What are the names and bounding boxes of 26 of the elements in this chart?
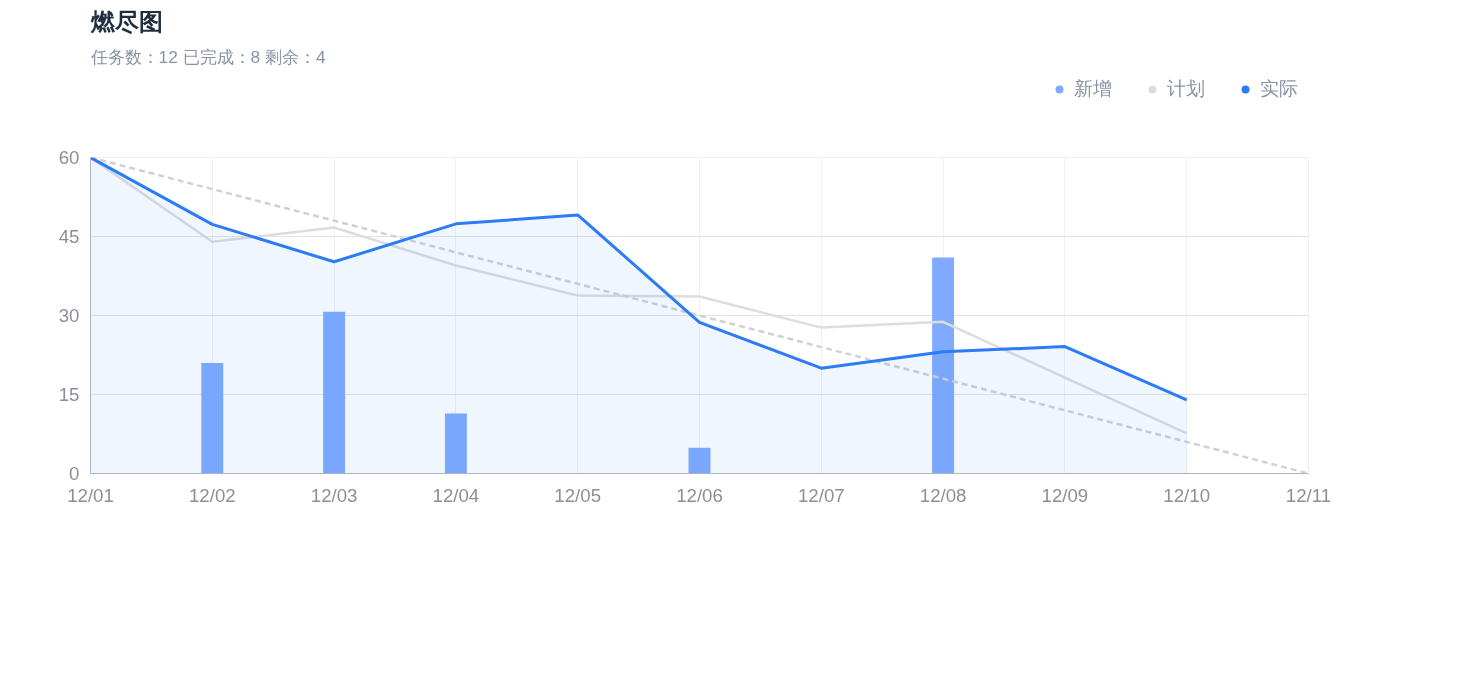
- legend-label: 计划: [1167, 77, 1205, 101]
- x-tick-label: 12/10: [1163, 484, 1211, 506]
- x-tick-label: 12/03: [310, 484, 358, 506]
- x-tick-label: 12/07: [797, 484, 845, 506]
- y-tick-label: 45: [58, 226, 80, 247]
- x-tick-label: 12/01: [67, 484, 114, 506]
- chart-subtitle: 任务数：12 已完成：8 剩余：4: [89, 46, 327, 67]
- x-tick-label: 12/08: [919, 484, 967, 506]
- legend-label: 新增: [1074, 77, 1112, 101]
- x-tick-label: 12/09: [1041, 484, 1089, 506]
- bar: [688, 447, 711, 474]
- chart-title: 燃尽图: [89, 7, 163, 35]
- x-tick-label: 12/05: [554, 484, 602, 506]
- y-tick-label: 15: [58, 384, 80, 405]
- bar: [201, 362, 224, 474]
- bar: [323, 311, 346, 474]
- legend-label: 实际: [1260, 77, 1298, 101]
- y-tick-label: 30: [58, 305, 80, 326]
- x-tick-label: 12/02: [188, 484, 236, 506]
- x-tick-label: 12/06: [676, 484, 723, 506]
- bar: [932, 257, 955, 474]
- y-tick-label: 0: [69, 463, 80, 484]
- bar: [444, 413, 467, 474]
- y-tick-label: 60: [58, 147, 80, 168]
- x-tick-label: 12/04: [432, 484, 480, 506]
- x-tick-label: 12/11: [1285, 484, 1332, 506]
